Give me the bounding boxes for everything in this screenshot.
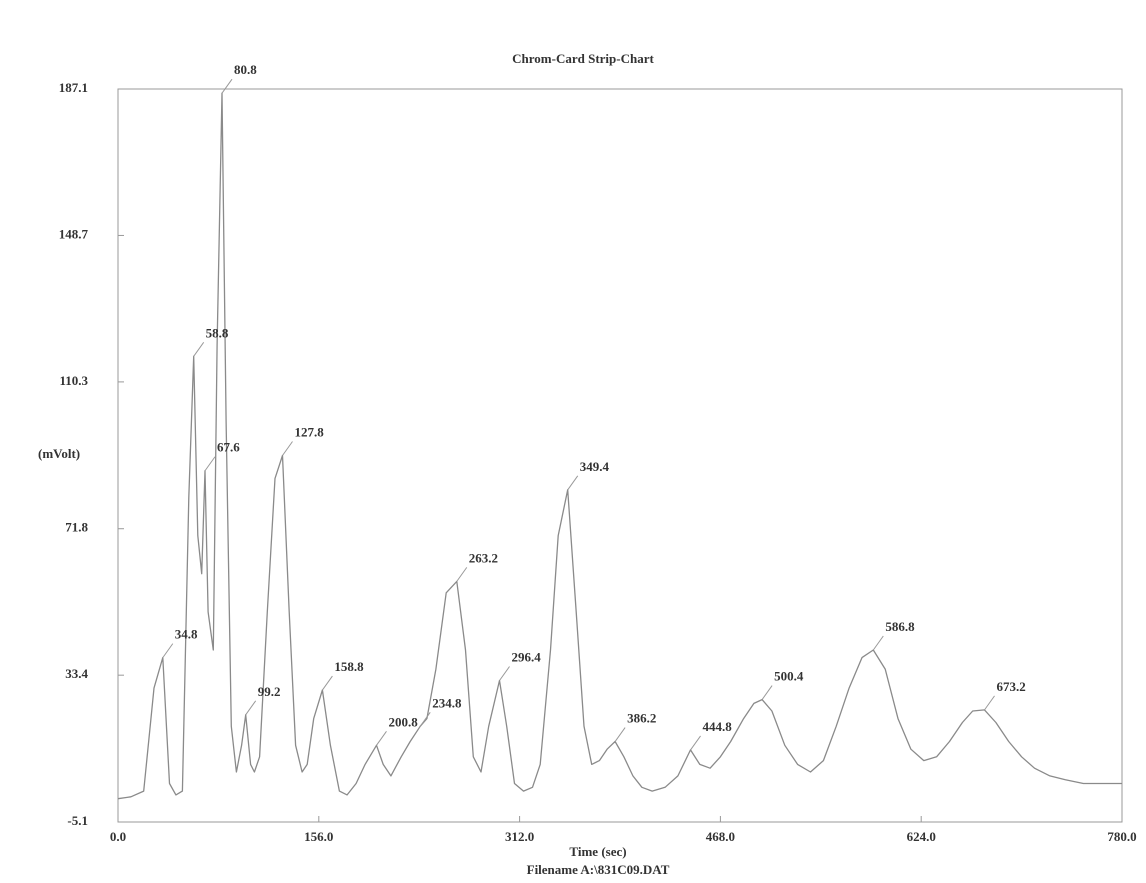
x-tick-label: 156.0: [304, 829, 333, 844]
y-tick-label: 148.7: [59, 226, 89, 241]
peak-leader: [193, 342, 205, 357]
peak-label: 349.4: [580, 459, 610, 474]
signal-trace: [117, 92, 1122, 800]
peak-leader: [499, 666, 510, 681]
y-tick-label: 71.8: [65, 520, 88, 535]
peak-leader: [282, 441, 293, 456]
x-tick-label: 624.0: [907, 829, 936, 844]
y-tick-label: 33.4: [65, 666, 88, 681]
peak-leader: [321, 675, 333, 691]
peak-leader: [221, 78, 233, 94]
peak-label: 296.4: [512, 649, 542, 664]
peak-label: 127.8: [295, 424, 325, 439]
x-axis-title: Time (sec): [569, 844, 626, 859]
peak-leader: [761, 685, 773, 700]
peak-leader: [419, 711, 431, 727]
peak-leader: [376, 731, 387, 746]
peak-leader: [162, 643, 174, 658]
subtitle: Filename A:\831C09.DAT: [527, 862, 670, 877]
y-tick-label: 187.1: [59, 80, 88, 95]
peak-leader: [984, 695, 995, 711]
peak-leader: [872, 635, 884, 651]
peak-label: 386.2: [627, 711, 656, 726]
peak-label: 263.2: [469, 550, 498, 565]
peak-label: 444.8: [703, 719, 733, 734]
peak-leader: [567, 475, 579, 491]
x-tick-label: 312.0: [505, 829, 534, 844]
x-tick-label: 468.0: [706, 829, 735, 844]
y-tick-label: 110.3: [59, 373, 88, 388]
peak-label: 80.8: [234, 62, 257, 77]
x-tick-label: 0.0: [110, 829, 126, 844]
peak-leader: [690, 735, 701, 751]
y-tick-label: -5.1: [67, 813, 88, 828]
peak-label: 158.8: [334, 659, 364, 674]
chart-title: Chrom-Card Strip-Chart: [512, 51, 654, 66]
plot-frame: [117, 88, 1123, 823]
peak-label: 234.8: [432, 695, 462, 710]
peak-label: 200.8: [388, 714, 418, 729]
peak-leader: [245, 700, 257, 716]
peak-label: 673.2: [997, 679, 1026, 694]
peak-leader: [456, 567, 468, 582]
peak-label: 34.8: [175, 627, 198, 642]
y-axis-title: (mVolt): [38, 446, 80, 461]
peak-label: 99.2: [258, 684, 281, 699]
peak-label: 67.6: [217, 440, 240, 455]
peak-label: 58.8: [206, 325, 229, 340]
peak-leader: [614, 727, 626, 742]
peak-label: 586.8: [885, 619, 915, 634]
x-tick-label: 780.0: [1107, 829, 1136, 844]
peak-leader: [204, 456, 216, 472]
peak-label: 500.4: [774, 669, 804, 684]
